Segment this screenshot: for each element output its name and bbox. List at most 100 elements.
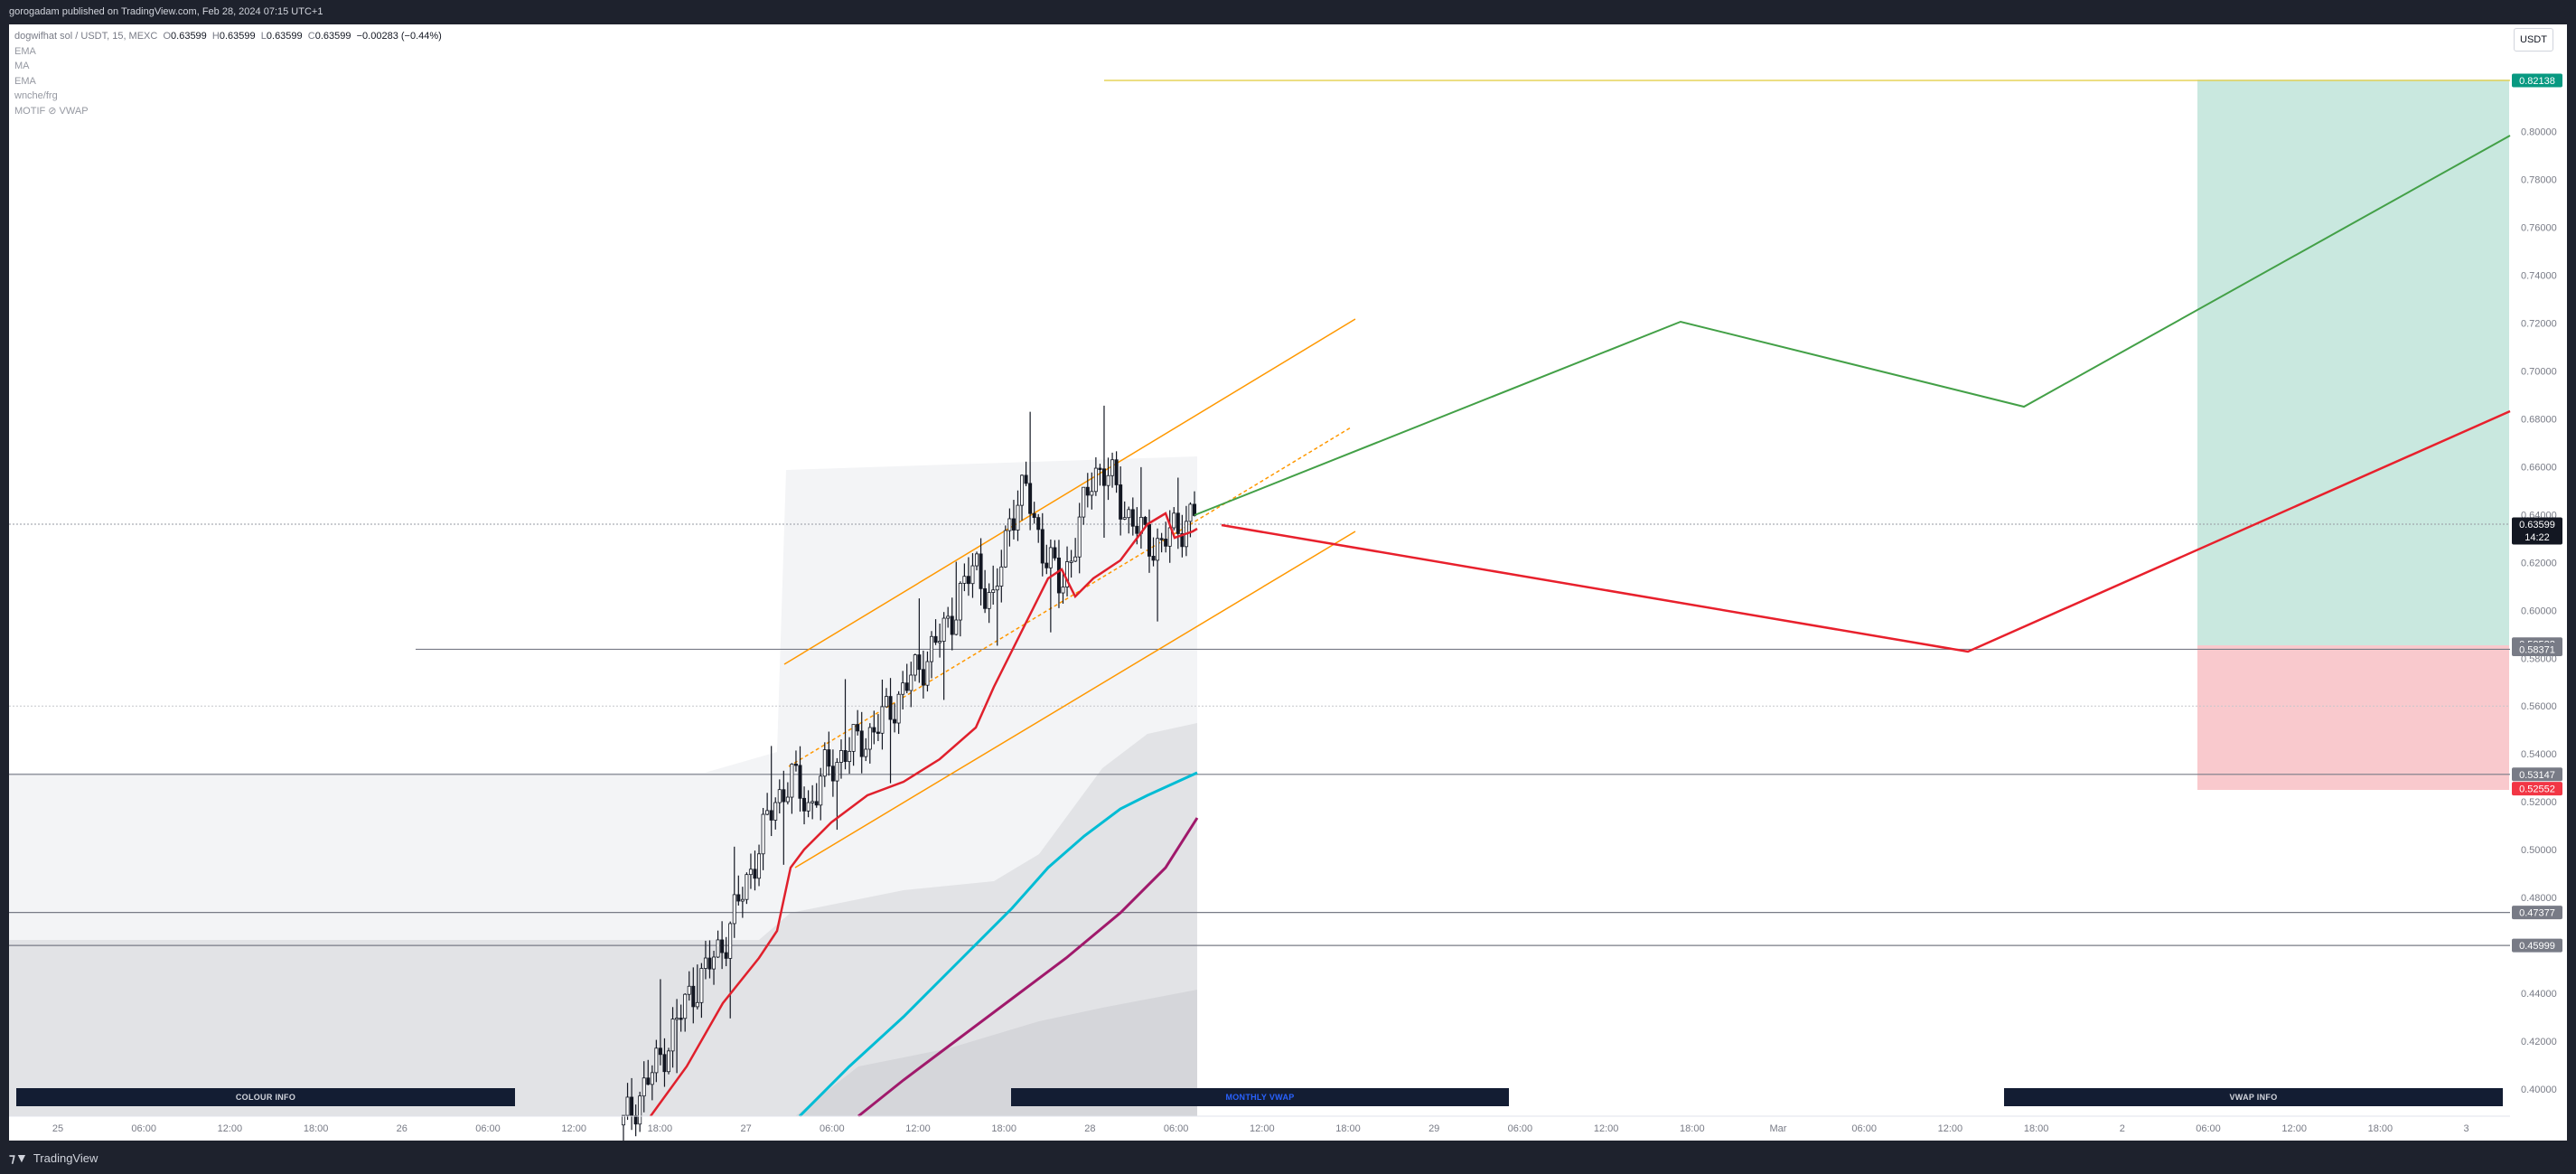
candle-body [728,923,733,959]
colour-info-button[interactable]: COLOUR INFO [16,1088,515,1106]
indicator-vwap[interactable]: MOTIF ⊘ VWAP [14,105,89,117]
candle-body [670,1019,675,1052]
candle-body [848,750,852,763]
candle-body [691,985,696,1008]
candle-body [921,669,925,686]
vwap-info-button[interactable]: VWAP INFO [2004,1088,2503,1106]
price-tick: 0.42000 [2521,1037,2557,1047]
legend-high-label: H [211,31,220,42]
time-tick: 26 [397,1123,407,1134]
time-tick: 12:00 [1250,1123,1275,1134]
candle-body [1028,483,1033,514]
candle-body [699,968,704,1003]
indicator-ema-1[interactable]: EMA [14,45,36,57]
candle-body [1156,538,1160,561]
candle-body [753,869,757,879]
candle-body [1024,474,1028,484]
candle-body [745,874,749,900]
vwap-purple-line [857,817,1199,1118]
candle-body [1011,518,1016,531]
candle-body [625,1096,630,1116]
candle-body [1122,517,1127,520]
price-label-bg [2512,642,2562,656]
candle-body [654,1047,659,1074]
time-tick: 18:00 [1680,1123,1705,1134]
candle-body [1193,503,1197,516]
candle-body [901,682,905,695]
candle-body [1007,518,1012,531]
candle-body [958,583,962,621]
time-tick: 06:00 [1164,1123,1189,1134]
price-label: 0.47377 [2519,908,2555,919]
bottom-bar [0,1141,2576,1174]
candle-body [1110,459,1115,476]
candle-body [658,1047,662,1056]
candle-body [633,1114,638,1125]
candle-body [1093,467,1098,493]
currency-button[interactable]: USDT [2514,28,2553,52]
candle-body [1082,486,1086,518]
channel-upper [783,318,1356,665]
time-tick: 25 [52,1123,63,1134]
vwap-cyan-line [798,771,1198,1118]
candle-body [785,796,790,803]
candle-body [814,801,819,806]
price-tick: 0.58000 [2521,653,2557,664]
channel-lower [794,531,1356,869]
bearish-path [1221,409,2511,653]
tradingview-logo[interactable]: ⁊▼ TradingView [9,1151,98,1166]
price-labels: 0.821380.6359914:220.585880.583710.53147… [2512,73,2562,953]
candle-body [679,1018,683,1020]
candle-body [724,952,728,959]
time-tick: 12:00 [2281,1123,2307,1134]
time-tick: 18:00 [648,1123,673,1134]
candle-body [830,765,835,782]
candle-body [979,553,983,589]
time-tick: 18:00 [1335,1123,1361,1134]
candle-body [1188,503,1193,522]
chart-legend: dogwifhat sol / USDT, 15, MEXC O0.63599 … [14,29,442,118]
indicator-ma[interactable]: MA [14,61,30,71]
candle-body [1127,509,1131,519]
candle-body [1119,484,1123,520]
price-tick: 0.56000 [2521,701,2557,712]
candle-body [843,750,848,763]
monthly-vwap-button[interactable]: MONTHLY VWAP [1011,1088,1509,1106]
candle-body [720,939,725,953]
candle-body [790,764,794,798]
candle-body [646,1077,651,1085]
indicator-wnche[interactable]: wnche/frg [14,90,58,101]
stop-zone [2197,645,2509,790]
candle-body [732,894,736,925]
time-tick: 06:00 [2196,1123,2221,1134]
candle-body [761,813,765,855]
vwap-band-mid [9,723,1197,1116]
candle-body [851,724,856,752]
time-tick: 12:00 [905,1123,931,1134]
price-tick: 0.66000 [2521,462,2557,473]
ema-red-line [649,512,1198,1117]
price-tick: 0.78000 [2521,175,2557,186]
candle-body [913,654,917,676]
time-tick: 29 [1429,1123,1439,1134]
candle-body [930,635,934,662]
time-tick: 06:00 [1851,1123,1877,1134]
candle-body [736,894,741,902]
price-label-bg [2512,767,2562,782]
tradingview-brand: TradingView [33,1151,98,1165]
legend-high: 0.63599 [219,31,256,42]
vwap-band-inner [795,990,1197,1116]
candle-body [650,1072,654,1085]
candle-body [904,682,909,691]
candle-body [1036,517,1041,531]
indicator-ema-2[interactable]: EMA [14,75,36,87]
candle-body [1073,556,1078,562]
candle-body [941,617,946,642]
candle-body [1180,533,1185,548]
time-tick: 06:00 [131,1123,156,1134]
candle-body [896,693,901,724]
price-label-bg [2512,906,2562,920]
legend-low: 0.63599 [266,31,303,42]
time-tick: 06:00 [820,1123,845,1134]
